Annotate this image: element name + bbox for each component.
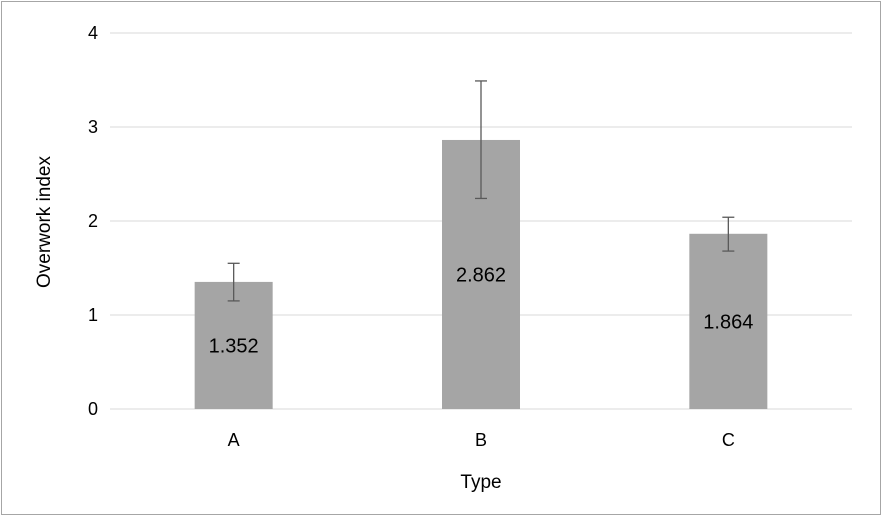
x-axis-ticks: A B C: [228, 430, 735, 450]
x-axis-label: Type: [460, 472, 501, 493]
y-axis-ticks: 0 1 2 3 4: [88, 23, 98, 419]
bar: [194, 281, 273, 409]
y-tick-label: 1: [88, 305, 98, 325]
y-axis-label: Overwork index: [34, 156, 55, 288]
data-label: 1.352: [209, 335, 259, 357]
x-tick-label: C: [722, 430, 735, 450]
data-labels: 1.352 2.862 1.864: [209, 264, 754, 357]
data-label: 2.862: [456, 264, 506, 286]
y-tick-label: 2: [88, 211, 98, 231]
data-label: 1.864: [703, 311, 753, 333]
y-tick-label: 0: [88, 399, 98, 419]
y-tick-label: 3: [88, 117, 98, 137]
x-tick-label: A: [228, 430, 240, 450]
x-tick-label: B: [475, 430, 487, 450]
y-tick-label: 4: [88, 23, 98, 43]
bar: [689, 233, 768, 409]
error-bars: [227, 80, 735, 302]
